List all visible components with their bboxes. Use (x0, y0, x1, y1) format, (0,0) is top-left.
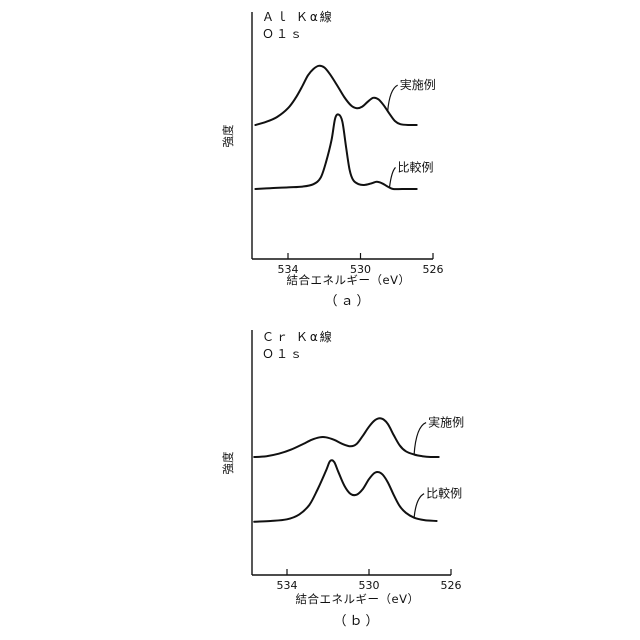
series-line-example (254, 418, 439, 457)
series-line-comparative (254, 460, 436, 522)
series-leader (414, 423, 426, 455)
chart-panel-b: 534 530 526 Ｃｒ Ｋα線 Ｏ１ｓ 強度結合エネルギー（eV） （ｂ） 実施例比較例 (221, 329, 464, 629)
series-leader (388, 85, 398, 111)
series-leader (414, 494, 424, 518)
series-line-comparative (255, 114, 416, 189)
series-label: 比較例 (426, 486, 462, 501)
series-leader (390, 167, 396, 187)
x-axis-label: 結合エネルギー（eV） (287, 273, 411, 287)
annotation-line: Ａｌ Ｋα線 (262, 9, 334, 24)
annotation-line: Ｏ１ｓ (262, 27, 304, 41)
chart-panel-a: 534530526Ａｌ Ｋα線Ｏ１ｓ強度結合エネルギー（eV）（ａ）実施例比較例 (221, 9, 444, 309)
x-tick-label: 526 (441, 579, 462, 592)
series-label: 実施例 (428, 415, 464, 430)
panel-caption: （ａ） (324, 294, 372, 309)
x-tick-label: 534 (277, 579, 298, 592)
x-tick-label: 530 (359, 579, 380, 592)
panel-caption: （ｂ） (333, 614, 381, 629)
annotation-line: Ｏ１ｓ (262, 347, 304, 361)
x-tick-label: 526 (423, 263, 444, 276)
series-label: 実施例 (400, 77, 436, 92)
series-label: 比較例 (398, 159, 434, 174)
annotation-line: Ｃｒ Ｋα線 (262, 329, 334, 344)
y-axis-label: 強度 (221, 124, 235, 147)
y-axis-label: 強度 (221, 451, 235, 474)
x-axis-label: 結合エネルギー（eV） (296, 592, 420, 606)
